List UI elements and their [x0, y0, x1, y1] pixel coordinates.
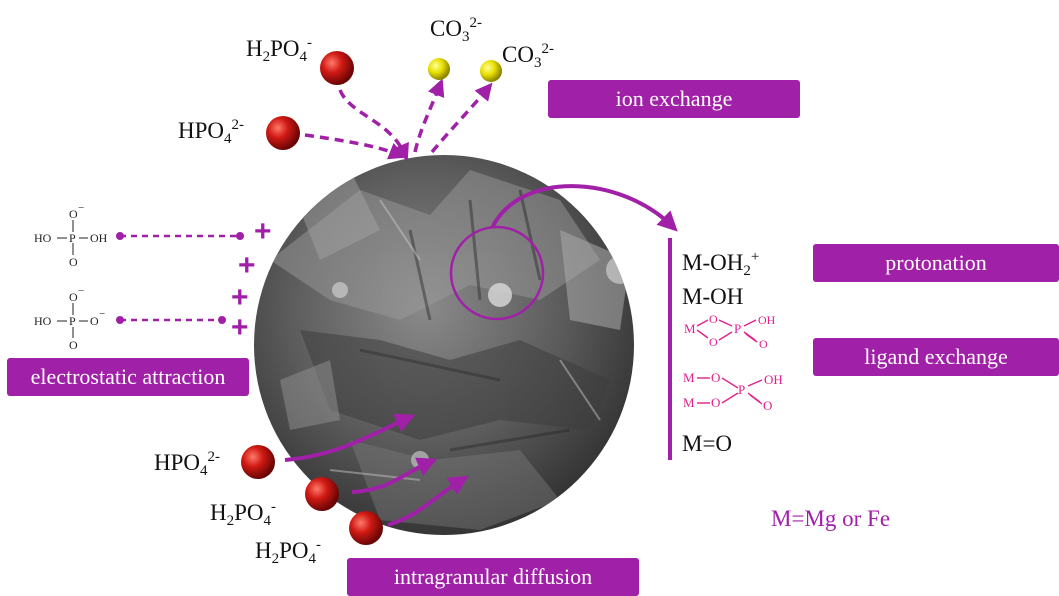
ligand-mono-o-eq: O	[759, 337, 768, 351]
mechanism-mo: M=O	[682, 431, 733, 456]
badge-ion-exchange: ion exchange	[548, 80, 800, 118]
ligand-mono-o2: O	[709, 335, 718, 349]
ligand-mono-oh: OH	[758, 313, 776, 327]
carbonate-ball	[480, 60, 502, 82]
struct2-minus: −	[78, 285, 85, 297]
phosphate-ball	[241, 445, 275, 479]
ligand-bi-m2: M	[683, 395, 695, 410]
plus-sign: +	[238, 249, 256, 282]
ligand-bi-oh: OH	[764, 372, 783, 387]
plus-sign: +	[254, 215, 272, 248]
badge-protonation: protonation	[813, 244, 1059, 282]
metal-note: M=Mg or Fe	[771, 506, 891, 531]
electrostatic-lines	[116, 232, 244, 324]
carbonate-ball	[428, 58, 450, 80]
badge-intragranular-diffusion: intragranular diffusion	[347, 558, 639, 596]
phosphate-ions	[241, 51, 383, 545]
struct2-o-right: O	[90, 314, 99, 328]
label-hpo4-bottom: HPO42-	[154, 449, 221, 479]
plus-sign: +	[231, 281, 249, 314]
mechanism-moh2: M-OH2+	[682, 249, 760, 279]
label-h2po4-top: H2PO4-	[246, 35, 313, 65]
phosphate-ball	[305, 477, 339, 511]
ligand-bonds	[696, 319, 763, 405]
label-h2po4-bottom-1: H2PO4-	[210, 499, 277, 529]
phosphate-ball	[320, 51, 354, 85]
ligand-bi-o-eq: O	[763, 398, 773, 413]
struct2-o-top: O	[69, 290, 78, 304]
label-co3-a: CO32-	[430, 15, 482, 45]
ligand-bi-o2: O	[711, 395, 721, 410]
struct2-ho: HO	[34, 314, 52, 328]
badge-electrostatic-attraction: electrostatic attraction	[7, 358, 249, 396]
ligand-mono-m: M	[684, 321, 696, 336]
struct1-o-bottom: O	[69, 255, 78, 269]
phosphate-ball	[266, 116, 300, 150]
zoom-circle	[449, 225, 545, 321]
struct1-p: P	[69, 231, 76, 245]
label-h2po4-bottom-2: H2PO4-	[255, 537, 322, 567]
struct1-minus: −	[78, 202, 85, 214]
struct2-p: P	[69, 314, 76, 328]
label-hpo4-top: HPO42-	[178, 117, 245, 147]
struct1-o-top: O	[69, 207, 78, 221]
struct1-ho: HO	[34, 231, 52, 245]
ion-exchange-arrows	[304, 78, 493, 162]
ligand-bi-o1: O	[711, 370, 721, 385]
ligand-mono-p: P	[734, 321, 742, 336]
carbonate-ions	[428, 58, 502, 82]
struct1-oh: OH	[90, 231, 108, 245]
ligand-mono-o1: O	[709, 312, 718, 326]
label-co3-b: CO32-	[502, 41, 554, 71]
ligand-bi-m1: M	[683, 370, 695, 385]
diffusion-arrows	[284, 413, 469, 527]
phosphate-ball	[349, 511, 383, 545]
plus-sign: +	[231, 311, 249, 344]
mechanism-moh: M-OH	[682, 284, 744, 309]
ligand-bi-p: P	[738, 382, 746, 397]
structure-bonds	[57, 220, 88, 338]
struct2-minus-right: −	[99, 308, 106, 320]
zoom-arrow	[490, 184, 678, 232]
struct2-o-bottom: O	[69, 338, 78, 352]
sem-micrograph	[254, 155, 634, 535]
badge-ligand-exchange: ligand exchange	[813, 338, 1059, 376]
